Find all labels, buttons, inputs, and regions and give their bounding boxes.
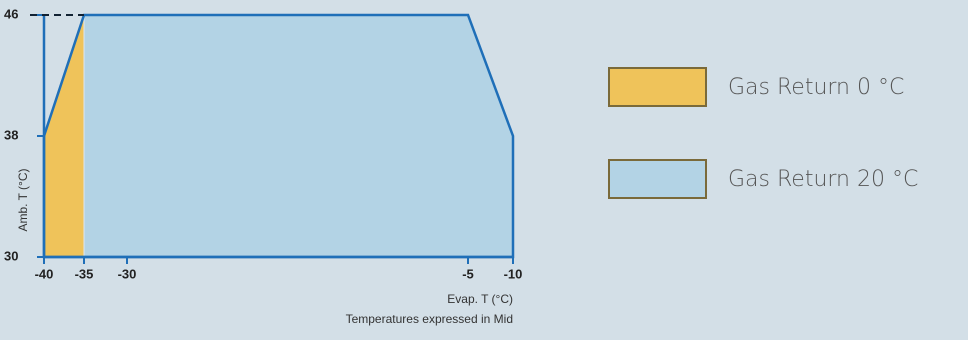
x-tick-label: -30 — [118, 266, 137, 281]
x-tick-label: -5 — [462, 266, 474, 281]
y-tick-label: 30 — [4, 248, 18, 263]
x-tick-label: -35 — [75, 266, 94, 281]
legend-swatch — [608, 159, 707, 199]
x-axis-label: Evap. T (°C) — [447, 292, 513, 306]
legend-swatch — [608, 67, 707, 107]
x-tick-label: -10 — [504, 266, 523, 281]
y-tick-label: 46 — [4, 6, 18, 21]
y-tick-label: 38 — [4, 127, 18, 142]
note: Temperatures expressed in Mid — [346, 312, 513, 326]
x-tick-label: -40 — [35, 266, 54, 281]
area — [44, 15, 513, 257]
legend-label: Gas Return 20 °C — [728, 167, 918, 192]
legend-label: Gas Return 0 °C — [728, 75, 904, 100]
y-axis-label: Amb. T (°C) — [16, 168, 30, 231]
